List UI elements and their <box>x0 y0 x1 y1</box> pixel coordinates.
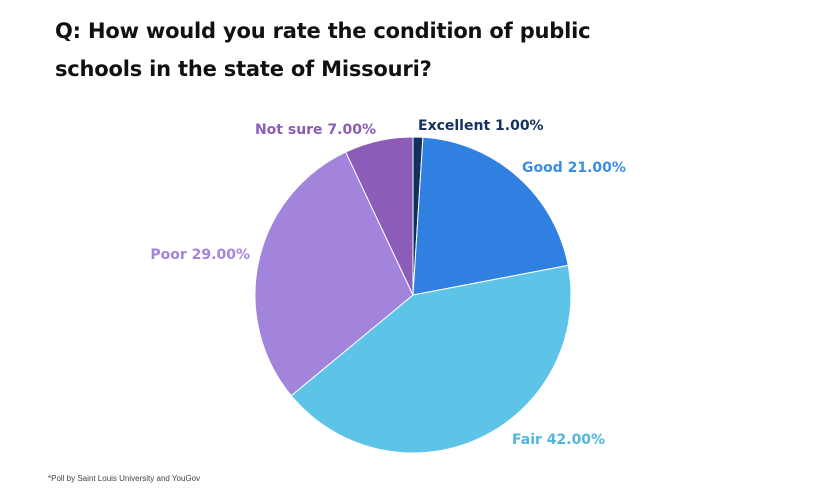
pie-slices <box>254 136 572 454</box>
title-line-1: Q: How would you rate the condition of p… <box>55 19 591 43</box>
slice-not-sure <box>345 136 414 296</box>
chart-title: Q: How would you rate the condition of p… <box>55 12 775 88</box>
slice-good <box>412 136 569 296</box>
source-footnote: *Poll by Saint Louis University and YouG… <box>48 474 201 483</box>
title-line-2: schools in the state of Missouri? <box>55 57 432 81</box>
pie-labels: Excellent 1.00% Good 21.00% Fair 42.00% Poo… <box>150 118 626 448</box>
slice-poor <box>254 151 414 397</box>
label-poor: Poor 29.00% <box>150 247 250 263</box>
label-excellent: Excellent 1.00% <box>418 118 544 134</box>
label-fair: Fair 42.00% <box>512 432 605 448</box>
slice-fair <box>290 264 572 454</box>
label-good: Good 21.00% <box>522 160 626 176</box>
label-not-sure: Not sure 7.00% <box>255 122 376 138</box>
